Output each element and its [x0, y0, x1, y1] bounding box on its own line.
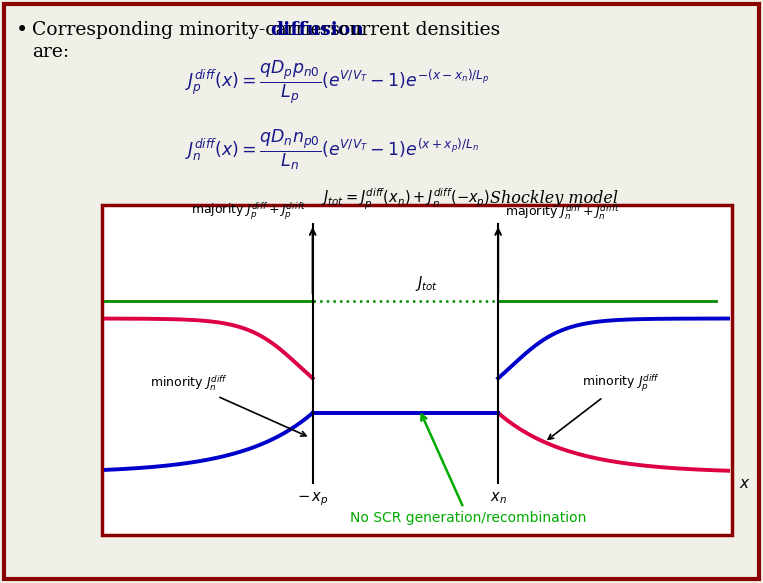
- Bar: [102, 205, 732, 535]
- Text: Corresponding minority-carriers: Corresponding minority-carriers: [32, 21, 346, 39]
- Text: No SCR generation/recombination: No SCR generation/recombination: [349, 415, 586, 525]
- Text: are:: are:: [32, 43, 69, 61]
- Text: $J_n^{diff}(x)=\dfrac{qD_n n_{p0}}{L_n}(e^{V/V_T}-1)e^{(x+x_p)/L_n}$: $J_n^{diff}(x)=\dfrac{qD_n n_{p0}}{L_n}(…: [185, 128, 479, 172]
- Text: diffusion: diffusion: [270, 21, 364, 39]
- Text: $J_p^{diff}(x)=\dfrac{qD_p p_{n0}}{L_p}(e^{V/V_T}-1)e^{-(x-x_n)/L_p}$: $J_p^{diff}(x)=\dfrac{qD_p p_{n0}}{L_p}(…: [185, 59, 490, 107]
- Text: majority $J_p^{diff}+J_p^{drift}$: majority $J_p^{diff}+J_p^{drift}$: [191, 201, 306, 223]
- Text: $J_{tot}=J_p^{diff}(x_n)+J_n^{diff}(-x_p)$: $J_{tot}=J_p^{diff}(x_n)+J_n^{diff}(-x_p…: [320, 187, 490, 212]
- Text: minority $J_p^{diff}$: minority $J_p^{diff}$: [548, 373, 659, 439]
- Text: $x_n$: $x_n$: [490, 490, 507, 506]
- Text: majority $J_n^{diff}+J_n^{drift}$: majority $J_n^{diff}+J_n^{drift}$: [505, 203, 620, 223]
- Text: •: •: [16, 21, 28, 40]
- Text: current densities: current densities: [333, 21, 501, 39]
- Text: $x$: $x$: [739, 476, 751, 491]
- Text: minority $J_n^{diff}$: minority $J_n^{diff}$: [150, 374, 306, 436]
- Text: Shockley model: Shockley model: [490, 190, 618, 207]
- Text: $-\,x_p$: $-\,x_p$: [297, 490, 328, 508]
- Text: $J_{tot}$: $J_{tot}$: [414, 274, 438, 293]
